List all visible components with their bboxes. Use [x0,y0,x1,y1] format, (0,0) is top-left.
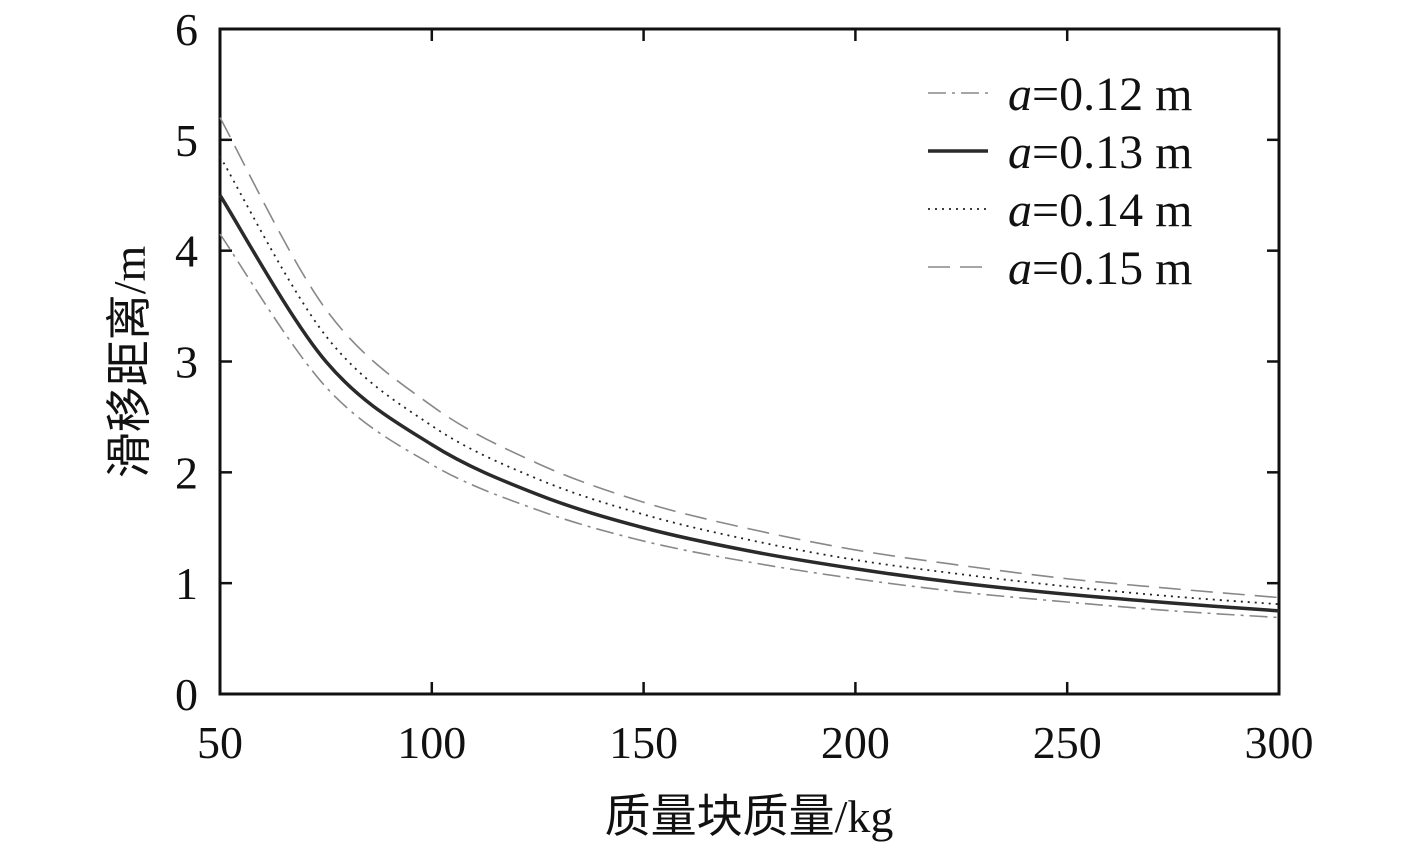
series-layer [218,117,1280,619]
legend-label-2: a=0.13 m [1008,126,1192,179]
y-tick-label: 3 [175,337,198,388]
series-line-2 [218,194,1280,613]
legend-label-3: a=0.14 m [1008,184,1192,237]
y-tick-label: 1 [175,558,198,609]
x-tick-label: 50 [197,717,243,768]
x-tick-label: 200 [821,717,890,768]
legend-label-1: a=0.12 m [1008,68,1192,121]
y-tick-label: 0 [175,669,198,720]
y-tick-label: 6 [175,4,198,55]
x-tick-label: 300 [1245,717,1314,768]
series-line-3 [219,156,1280,606]
y-tick-label: 5 [175,115,198,166]
x-tick-label: 100 [397,717,466,768]
series-line-4 [219,117,1280,599]
y-axis-label: 滑移距离/m [104,246,155,479]
series-line-1 [219,233,1280,619]
y-tick-label: 2 [175,447,198,498]
legend-label-4: a=0.15 m [1008,242,1192,295]
x-axis-label: 质量块质量/kg [605,791,894,842]
ticks-layer: 50 100 150 200 250 300 0 1 2 3 4 5 6 [175,4,1314,768]
x-tick-label: 250 [1033,717,1102,768]
x-tick-label: 150 [609,717,678,768]
legend: a=0.12 ma=0.13 ma=0.14 ma=0.15 m [928,68,1192,295]
y-tick-label: 4 [175,226,198,277]
